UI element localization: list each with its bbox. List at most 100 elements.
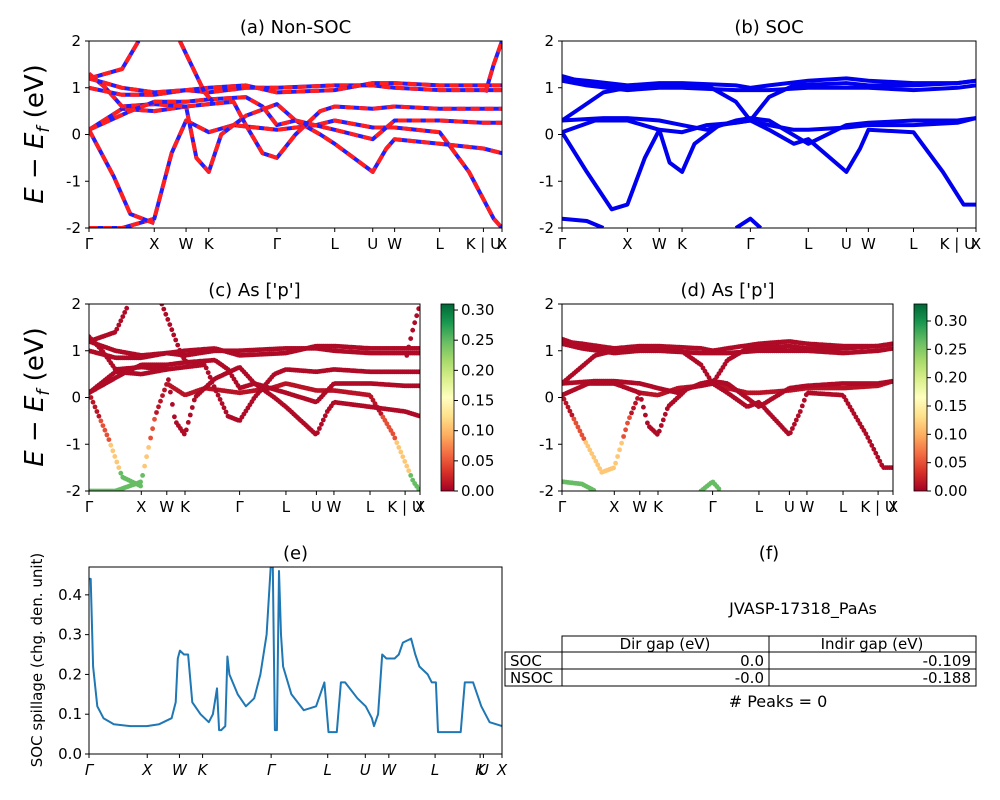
projection-point — [627, 415, 632, 421]
x-tick-label: Γ — [273, 235, 282, 253]
band-soc — [562, 118, 976, 207]
y-tick-label: 1 — [71, 342, 81, 360]
projection-point — [177, 347, 183, 353]
x-tick-label: L — [755, 498, 764, 516]
projection-point — [591, 487, 597, 491]
projection-point — [205, 370, 211, 375]
band-non-soc — [89, 41, 141, 81]
projection-point — [173, 337, 179, 343]
projection-point — [623, 427, 628, 433]
colorbar-tick-label: 0.00 — [461, 482, 494, 500]
colorbar-tick-label: 0.25 — [461, 331, 494, 349]
projection-point — [221, 405, 227, 411]
panel-d-colorbar — [913, 303, 928, 492]
panel-d-points — [562, 336, 893, 491]
projection-point — [394, 440, 400, 446]
projection-point — [416, 350, 420, 356]
x-tick-label: K — [204, 235, 215, 253]
projection-point — [110, 448, 116, 454]
projection-point — [593, 458, 599, 464]
y-tick-label: 2 — [544, 295, 554, 313]
x-tick-label: K — [475, 761, 486, 779]
x-tick-label: K | U — [940, 235, 975, 253]
projection-point — [112, 454, 118, 459]
x-tick-label: K — [653, 498, 664, 516]
projection-point — [203, 365, 209, 371]
projection-point — [416, 413, 420, 419]
projection-point — [124, 305, 130, 311]
band-soc — [562, 216, 605, 228]
projection-point — [889, 341, 893, 347]
band-non-soc — [89, 128, 156, 226]
projection-point — [406, 344, 412, 350]
x-tick-label: L — [804, 235, 813, 253]
y-tick-label: 0 — [71, 126, 81, 144]
projection-point — [416, 369, 420, 375]
projection-point — [160, 393, 165, 398]
x-tick-label: Γ — [746, 235, 755, 253]
x-tick-label: X — [136, 498, 146, 516]
projection-point — [621, 434, 626, 439]
x-tick-label: X — [496, 761, 508, 779]
projection-point — [398, 449, 404, 455]
band-soc — [562, 74, 976, 123]
panel-e-y-axis-label: SOC spillage (chg. den. unit) — [28, 553, 46, 768]
y-tick-label: 1 — [544, 342, 554, 360]
projection-point — [162, 387, 167, 393]
projection-point — [116, 322, 122, 328]
panel-c-points — [89, 304, 420, 491]
x-tick-label: Γ — [85, 498, 94, 516]
x-tick-label: W — [861, 235, 876, 253]
projection-point — [416, 486, 420, 491]
projection-point — [633, 400, 638, 406]
panel-b-title: (b) SOC — [734, 17, 803, 38]
projection-point — [148, 435, 154, 441]
projection-point — [581, 436, 587, 441]
projection-point — [795, 413, 801, 419]
spillage-line — [89, 567, 502, 734]
projection-point — [209, 379, 215, 385]
panel-d-colorbar-ticks: 0.30 0.25 0.20 0.15 0.10 0.05 0.00 — [927, 312, 967, 500]
material-id: JVASP-17318_PaAs — [728, 599, 877, 619]
x-tick-label: U — [360, 761, 371, 779]
projection-point — [215, 392, 221, 398]
projection-point — [319, 421, 324, 427]
projection-point — [114, 459, 120, 465]
projection-point — [116, 465, 122, 470]
table-row-nsoc — [504, 668, 977, 687]
projection-point — [625, 420, 630, 426]
band-non-soc-dashed — [89, 41, 141, 81]
colorbar-tick-label: 0.25 — [934, 340, 967, 358]
y-tick-label: 0 — [544, 389, 554, 407]
projection-point — [414, 313, 420, 319]
projection-point — [863, 431, 869, 437]
projection-point — [185, 361, 191, 367]
y-tick-label: 1 — [544, 79, 554, 97]
projection-point — [597, 466, 603, 471]
projection-point — [875, 454, 881, 460]
projection-point — [167, 322, 173, 327]
projection-point — [122, 310, 128, 315]
projection-point — [98, 418, 104, 424]
projection-point — [400, 454, 406, 460]
y-tick-label: 2 — [71, 32, 81, 50]
projection-point — [404, 463, 410, 469]
colorbar-tick-label: 0.05 — [934, 454, 967, 472]
colorbar-tick-label: 0.20 — [461, 361, 494, 379]
x-tick-label: Γ — [558, 498, 567, 516]
projection-point — [575, 424, 581, 430]
y-tick-label: 0 — [71, 389, 81, 407]
projection-point — [801, 397, 807, 403]
projection-point — [799, 403, 805, 409]
projection-point — [159, 304, 165, 307]
projection-point — [140, 473, 146, 478]
projection-point — [217, 397, 223, 402]
y-tick-label: -1 — [539, 435, 554, 453]
projection-point — [629, 410, 634, 416]
x-tick-label: W — [652, 235, 667, 253]
table-cell-soc-indir: -0.109 — [923, 652, 971, 670]
colorbar-tick-label: 0.10 — [934, 425, 967, 443]
band-non-soc — [89, 102, 502, 174]
